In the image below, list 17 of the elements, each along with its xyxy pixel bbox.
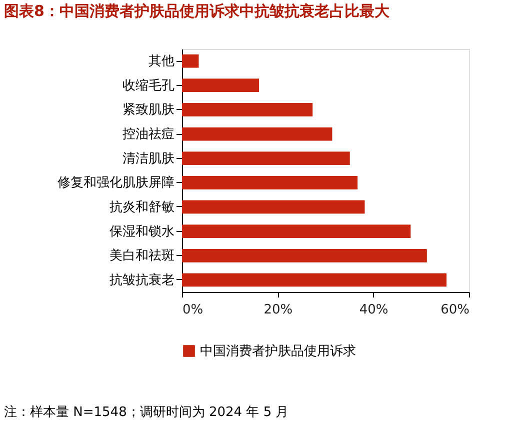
- x-tick-label: 40%: [359, 302, 388, 318]
- x-tick-label: 0%: [182, 302, 204, 318]
- x-tick-label: 60%: [440, 302, 470, 318]
- text: 注：样本量 N=1548；调研时间为 2024 年 5 月: [4, 405, 289, 420]
- x-tick-label: 20%: [264, 302, 293, 318]
- chart-title: 图表8：中国消费者护肤品使用诉求中抗皱抗衰老占比最大: [4, 2, 390, 20]
- y-tick-label: 控油祛痘: [122, 127, 174, 142]
- y-tick-label: 收缩毛孔: [122, 78, 174, 94]
- legend-label: 中国消费者护肤品使用诉求: [200, 344, 356, 359]
- y-tick-label: 抗皱抗衰老: [110, 272, 174, 288]
- y-tick-label: 清洁肌肤: [122, 151, 174, 166]
- y-tick-label: 抗炎和舒敏: [110, 200, 174, 215]
- y-tick-label: 保湿和锁水: [110, 224, 174, 240]
- y-tick-label: 紧致肌肤: [122, 102, 174, 118]
- y-tick-label: 美白和祛斑: [110, 248, 174, 264]
- y-tick-label: 修复和强化肌肤屏障: [58, 176, 174, 191]
- y-tick-label: 其他: [148, 54, 174, 70]
